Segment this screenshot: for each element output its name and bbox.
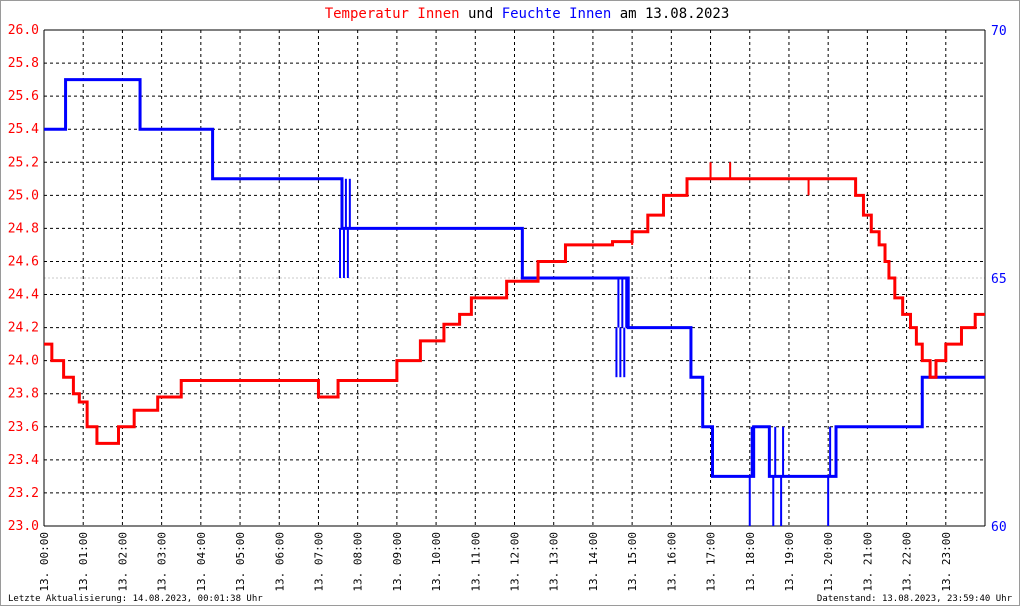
x-tick-label: 13. 22:00	[901, 532, 914, 592]
y-left-tick-label: 24.6	[8, 254, 39, 269]
y-left-tick-label: 25.2	[8, 155, 39, 170]
title-date: am 13.08.2023	[611, 6, 729, 22]
x-tick-label: 13. 11:00	[469, 532, 482, 592]
x-tick-label: 13. 14:00	[587, 532, 600, 592]
x-tick-label: 13. 20:00	[822, 532, 835, 592]
x-tick-label: 13. 12:00	[509, 532, 522, 592]
x-tick-label: 13. 17:00	[705, 532, 718, 592]
y-left-tick-label: 23.2	[8, 486, 39, 501]
x-tick-label: 13. 21:00	[861, 532, 874, 592]
chart-title: Temperatur Innen und Feuchte Innen am 13…	[325, 6, 730, 22]
y-right-tick-label: 65	[991, 272, 1007, 287]
y-left-tick-label: 26.0	[8, 23, 39, 38]
title-connector: und	[460, 6, 502, 22]
x-tick-label: 13. 00:00	[38, 532, 51, 592]
y-left-tick-label: 25.0	[8, 188, 39, 203]
y-left-tick-label: 24.2	[8, 321, 39, 336]
x-tick-label: 13. 19:00	[783, 532, 796, 592]
y-left-tick-label: 25.4	[8, 122, 39, 137]
footer-data-state: Datenstand: 13.08.2023, 23:59:40 Uhr	[817, 594, 1013, 604]
y-left-tick-label: 24.4	[8, 288, 39, 303]
x-tick-label: 13. 16:00	[665, 532, 678, 592]
y-left-tick-label: 24.0	[8, 354, 39, 369]
grid	[44, 30, 985, 526]
title-temperature: Temperatur Innen	[325, 6, 460, 22]
y-right-tick-label: 60	[991, 520, 1007, 535]
x-tick-label: 13. 06:00	[273, 532, 286, 592]
footer-last-update: Letzte Aktualisierung: 14.08.2023, 00:01…	[8, 594, 263, 604]
x-tick-label: 13. 07:00	[312, 532, 325, 592]
x-tick-label: 13. 01:00	[77, 532, 90, 592]
x-tick-label: 13. 03:00	[156, 532, 169, 592]
x-tick-label: 13. 02:00	[116, 532, 129, 592]
temperature-line	[44, 177, 985, 445]
x-tick-label: 13. 15:00	[626, 532, 639, 592]
x-tick-label: 13. 05:00	[234, 532, 247, 592]
x-tick-label: 13. 08:00	[352, 532, 365, 592]
y-left-tick-label: 23.8	[8, 387, 39, 402]
y-left-tick-label: 24.8	[8, 221, 39, 236]
x-axis-ticks: 13. 00:00 13. 01:00 13. 02:00 13. 03:00 13. …	[38, 532, 953, 592]
y-right-tick-label: 70	[991, 24, 1007, 39]
x-tick-label: 13. 13:00	[548, 532, 561, 592]
x-tick-label: 13. 09:00	[391, 532, 404, 592]
y-axis-left-ticks: 23.0 23.2 23.4 23.6 23.8 24.0 24.2 24.4 24.6 24.8…	[8, 23, 39, 534]
x-tick-label: 13. 23:00	[940, 532, 953, 592]
x-tick-label: 13. 18:00	[744, 532, 757, 592]
y-left-tick-label: 23.0	[8, 519, 39, 534]
y-left-tick-label: 25.6	[8, 89, 39, 104]
y-left-tick-label: 23.4	[8, 453, 39, 468]
y-axis-right-ticks: 60 65 70	[991, 24, 1007, 535]
series-layer	[44, 78, 985, 526]
x-tick-label: 13. 10:00	[430, 532, 443, 592]
x-tick-label: 13. 04:00	[195, 532, 208, 592]
y-left-tick-label: 25.8	[8, 56, 39, 71]
y-left-tick-label: 23.6	[8, 420, 39, 435]
title-humidity: Feuchte Innen	[502, 6, 612, 22]
